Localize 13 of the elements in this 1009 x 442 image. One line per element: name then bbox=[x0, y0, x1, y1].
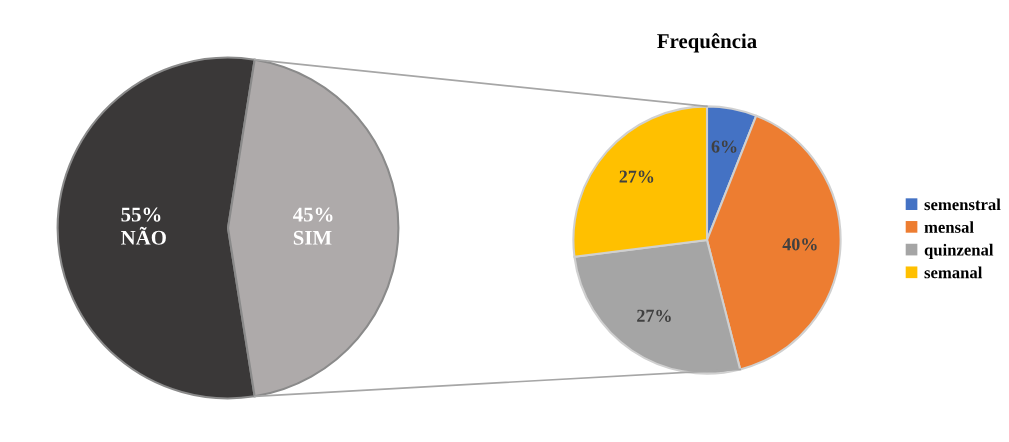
data-label: 45% bbox=[293, 207, 333, 222]
data-label: 6% bbox=[711, 140, 737, 153]
legend-label: semanal bbox=[924, 266, 983, 279]
legend-label: mensal bbox=[924, 221, 974, 233]
slice-label: SIM bbox=[293, 230, 332, 245]
data-label: 55% bbox=[121, 207, 161, 222]
slice-label: NÃO bbox=[121, 226, 166, 245]
data-label: 27% bbox=[637, 309, 671, 322]
data-label: 40% bbox=[782, 238, 817, 251]
chart-title: Frequência bbox=[657, 33, 757, 53]
data-label: 27% bbox=[619, 170, 654, 183]
legend-label: quinzenal bbox=[924, 243, 994, 259]
legend-label: semenstral bbox=[924, 198, 1001, 211]
